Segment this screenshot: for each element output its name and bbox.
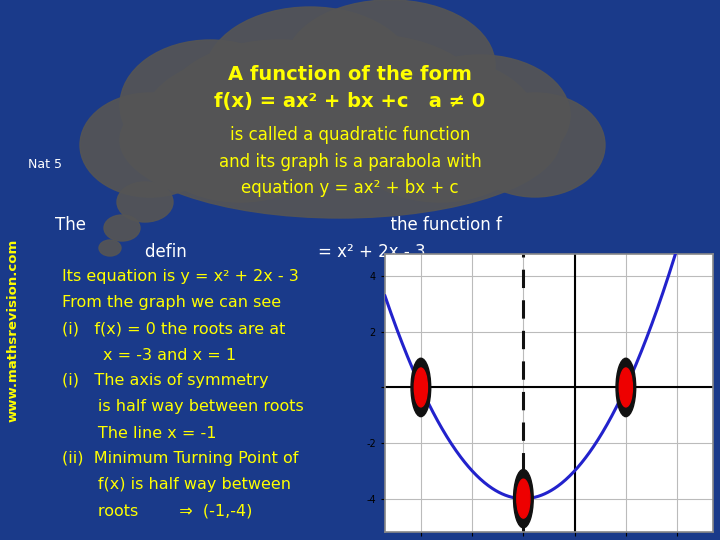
- Text: is called a quadratic function: is called a quadratic function: [230, 126, 470, 144]
- Text: (i)   f(x) = 0 the roots are at: (i) f(x) = 0 the roots are at: [62, 321, 285, 336]
- Text: Nat 5: Nat 5: [28, 159, 62, 172]
- Ellipse shape: [160, 40, 400, 190]
- Ellipse shape: [205, 7, 415, 143]
- Ellipse shape: [619, 368, 632, 407]
- Ellipse shape: [104, 215, 140, 241]
- Ellipse shape: [414, 368, 428, 407]
- Ellipse shape: [340, 58, 540, 202]
- Ellipse shape: [513, 469, 534, 528]
- Text: f(x) = ax² + bx +c   a ≠ 0: f(x) = ax² + bx +c a ≠ 0: [215, 92, 485, 111]
- Text: www.mathsrevision.com: www.mathsrevision.com: [6, 238, 19, 422]
- Ellipse shape: [250, 35, 490, 185]
- Text: equation y = ax² + bx + c: equation y = ax² + bx + c: [241, 179, 459, 197]
- Ellipse shape: [390, 55, 570, 175]
- Text: x = -3 and x = 1: x = -3 and x = 1: [62, 348, 236, 362]
- Ellipse shape: [120, 40, 300, 170]
- Ellipse shape: [117, 182, 173, 222]
- Text: From the graph we can see: From the graph we can see: [62, 295, 281, 310]
- Text: A function of the form: A function of the form: [228, 65, 472, 84]
- Text: defin                         = x² + 2x - 3: defin = x² + 2x - 3: [145, 243, 426, 261]
- Text: is half way between roots: is half way between roots: [62, 400, 304, 415]
- Ellipse shape: [120, 62, 560, 218]
- Text: f(x) is half way between: f(x) is half way between: [62, 477, 291, 492]
- Text: and its graph is a parabola with: and its graph is a parabola with: [219, 153, 482, 171]
- Bar: [0, 528, 720, 540]
- Ellipse shape: [465, 93, 605, 197]
- Ellipse shape: [616, 358, 636, 417]
- Ellipse shape: [80, 93, 220, 197]
- Text: The line x = -1: The line x = -1: [62, 426, 217, 441]
- Ellipse shape: [285, 0, 495, 130]
- Text: (ii)  Minimum Turning Point of: (ii) Minimum Turning Point of: [62, 451, 298, 467]
- Ellipse shape: [140, 58, 340, 202]
- Text: (i)   The axis of symmetry: (i) The axis of symmetry: [62, 374, 269, 388]
- Text: roots        ⇒  (-1,-4): roots ⇒ (-1,-4): [62, 503, 253, 518]
- Ellipse shape: [411, 358, 431, 417]
- Ellipse shape: [99, 240, 121, 256]
- Ellipse shape: [517, 479, 530, 518]
- Text: The                                                          the function f: The the function f: [55, 216, 502, 234]
- Text: Its equation is y = x² + 2x - 3: Its equation is y = x² + 2x - 3: [62, 269, 299, 285]
